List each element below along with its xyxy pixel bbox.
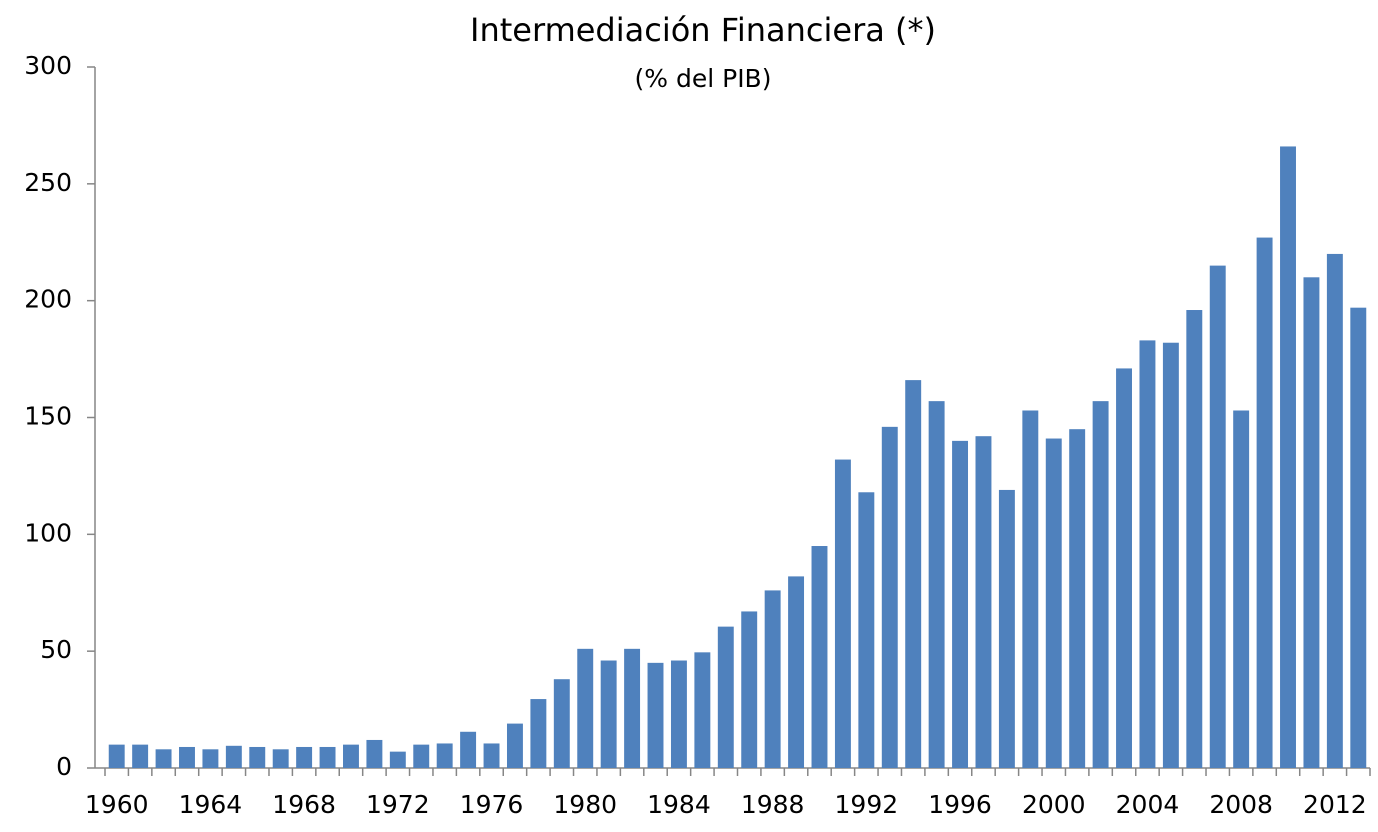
bar <box>600 660 617 768</box>
x-tick-label: 1992 <box>835 790 899 819</box>
x-tick-label: 1980 <box>553 790 617 819</box>
bar <box>975 436 992 768</box>
chart-title: Intermediación Financiera (*) <box>470 11 936 49</box>
bar <box>1045 438 1062 768</box>
bar <box>155 749 172 768</box>
x-tick-label: 2008 <box>1209 790 1273 819</box>
bar <box>1022 410 1039 768</box>
bar <box>764 590 781 768</box>
x-tick-label: 2000 <box>1022 790 1086 819</box>
bar <box>1116 368 1132 768</box>
bar <box>319 746 336 768</box>
bar <box>1280 146 1296 769</box>
bar <box>249 746 266 768</box>
bar <box>108 744 125 768</box>
bar <box>905 380 922 768</box>
y-tick-label: 50 <box>40 635 72 664</box>
bar <box>647 662 664 768</box>
bar <box>928 401 945 768</box>
bar <box>1303 277 1320 768</box>
x-tick-label: 2012 <box>1303 790 1367 819</box>
x-tick-label: 1988 <box>741 790 805 819</box>
bar <box>483 743 500 768</box>
bar <box>460 731 477 768</box>
bar <box>132 744 149 768</box>
bar <box>998 489 1015 768</box>
bar <box>179 746 195 768</box>
bar <box>952 440 969 768</box>
chart-subtitle: (% del PIB) <box>635 64 772 93</box>
y-tick-label: 200 <box>24 285 72 314</box>
bar <box>436 743 453 768</box>
bar <box>1233 410 1250 768</box>
bar <box>202 749 219 768</box>
bar <box>1326 253 1343 768</box>
bar <box>670 660 687 768</box>
bar <box>389 751 406 768</box>
x-tick-label: 1968 <box>272 790 336 819</box>
x-tick-label: 1996 <box>928 790 992 819</box>
bar <box>881 426 898 768</box>
bar <box>1256 237 1273 768</box>
bar <box>834 459 851 768</box>
bar <box>1139 340 1156 768</box>
bar <box>530 699 547 768</box>
bar <box>413 744 430 768</box>
bar <box>366 739 383 768</box>
bar <box>858 492 875 768</box>
y-tick-label: 250 <box>24 168 72 197</box>
x-tick-label: 1984 <box>647 790 711 819</box>
bar <box>1209 265 1226 768</box>
bar <box>717 626 734 768</box>
bar <box>694 652 711 768</box>
bar <box>506 723 523 768</box>
bar <box>272 749 289 768</box>
bar <box>1162 342 1179 768</box>
bar <box>225 745 242 768</box>
y-tick-label: 100 <box>24 518 72 547</box>
bar <box>1350 307 1367 768</box>
y-tick-label: 0 <box>56 752 72 781</box>
y-tick-label: 150 <box>24 402 72 431</box>
bar <box>811 546 828 768</box>
x-tick-label: 1976 <box>460 790 524 819</box>
x-tick-label: 1964 <box>179 790 243 819</box>
bar <box>553 679 570 768</box>
y-tick-label: 300 <box>24 51 72 80</box>
x-tick-label: 1960 <box>85 790 149 819</box>
bar <box>343 744 359 768</box>
bar <box>741 611 758 768</box>
bar <box>624 648 641 768</box>
bar <box>1092 401 1109 768</box>
bar <box>577 648 594 768</box>
bar <box>296 746 313 768</box>
bar <box>1186 310 1203 768</box>
x-tick-label: 1972 <box>366 790 430 819</box>
bar <box>788 576 805 768</box>
x-tick-label: 2004 <box>1116 790 1180 819</box>
bar <box>1069 429 1086 768</box>
